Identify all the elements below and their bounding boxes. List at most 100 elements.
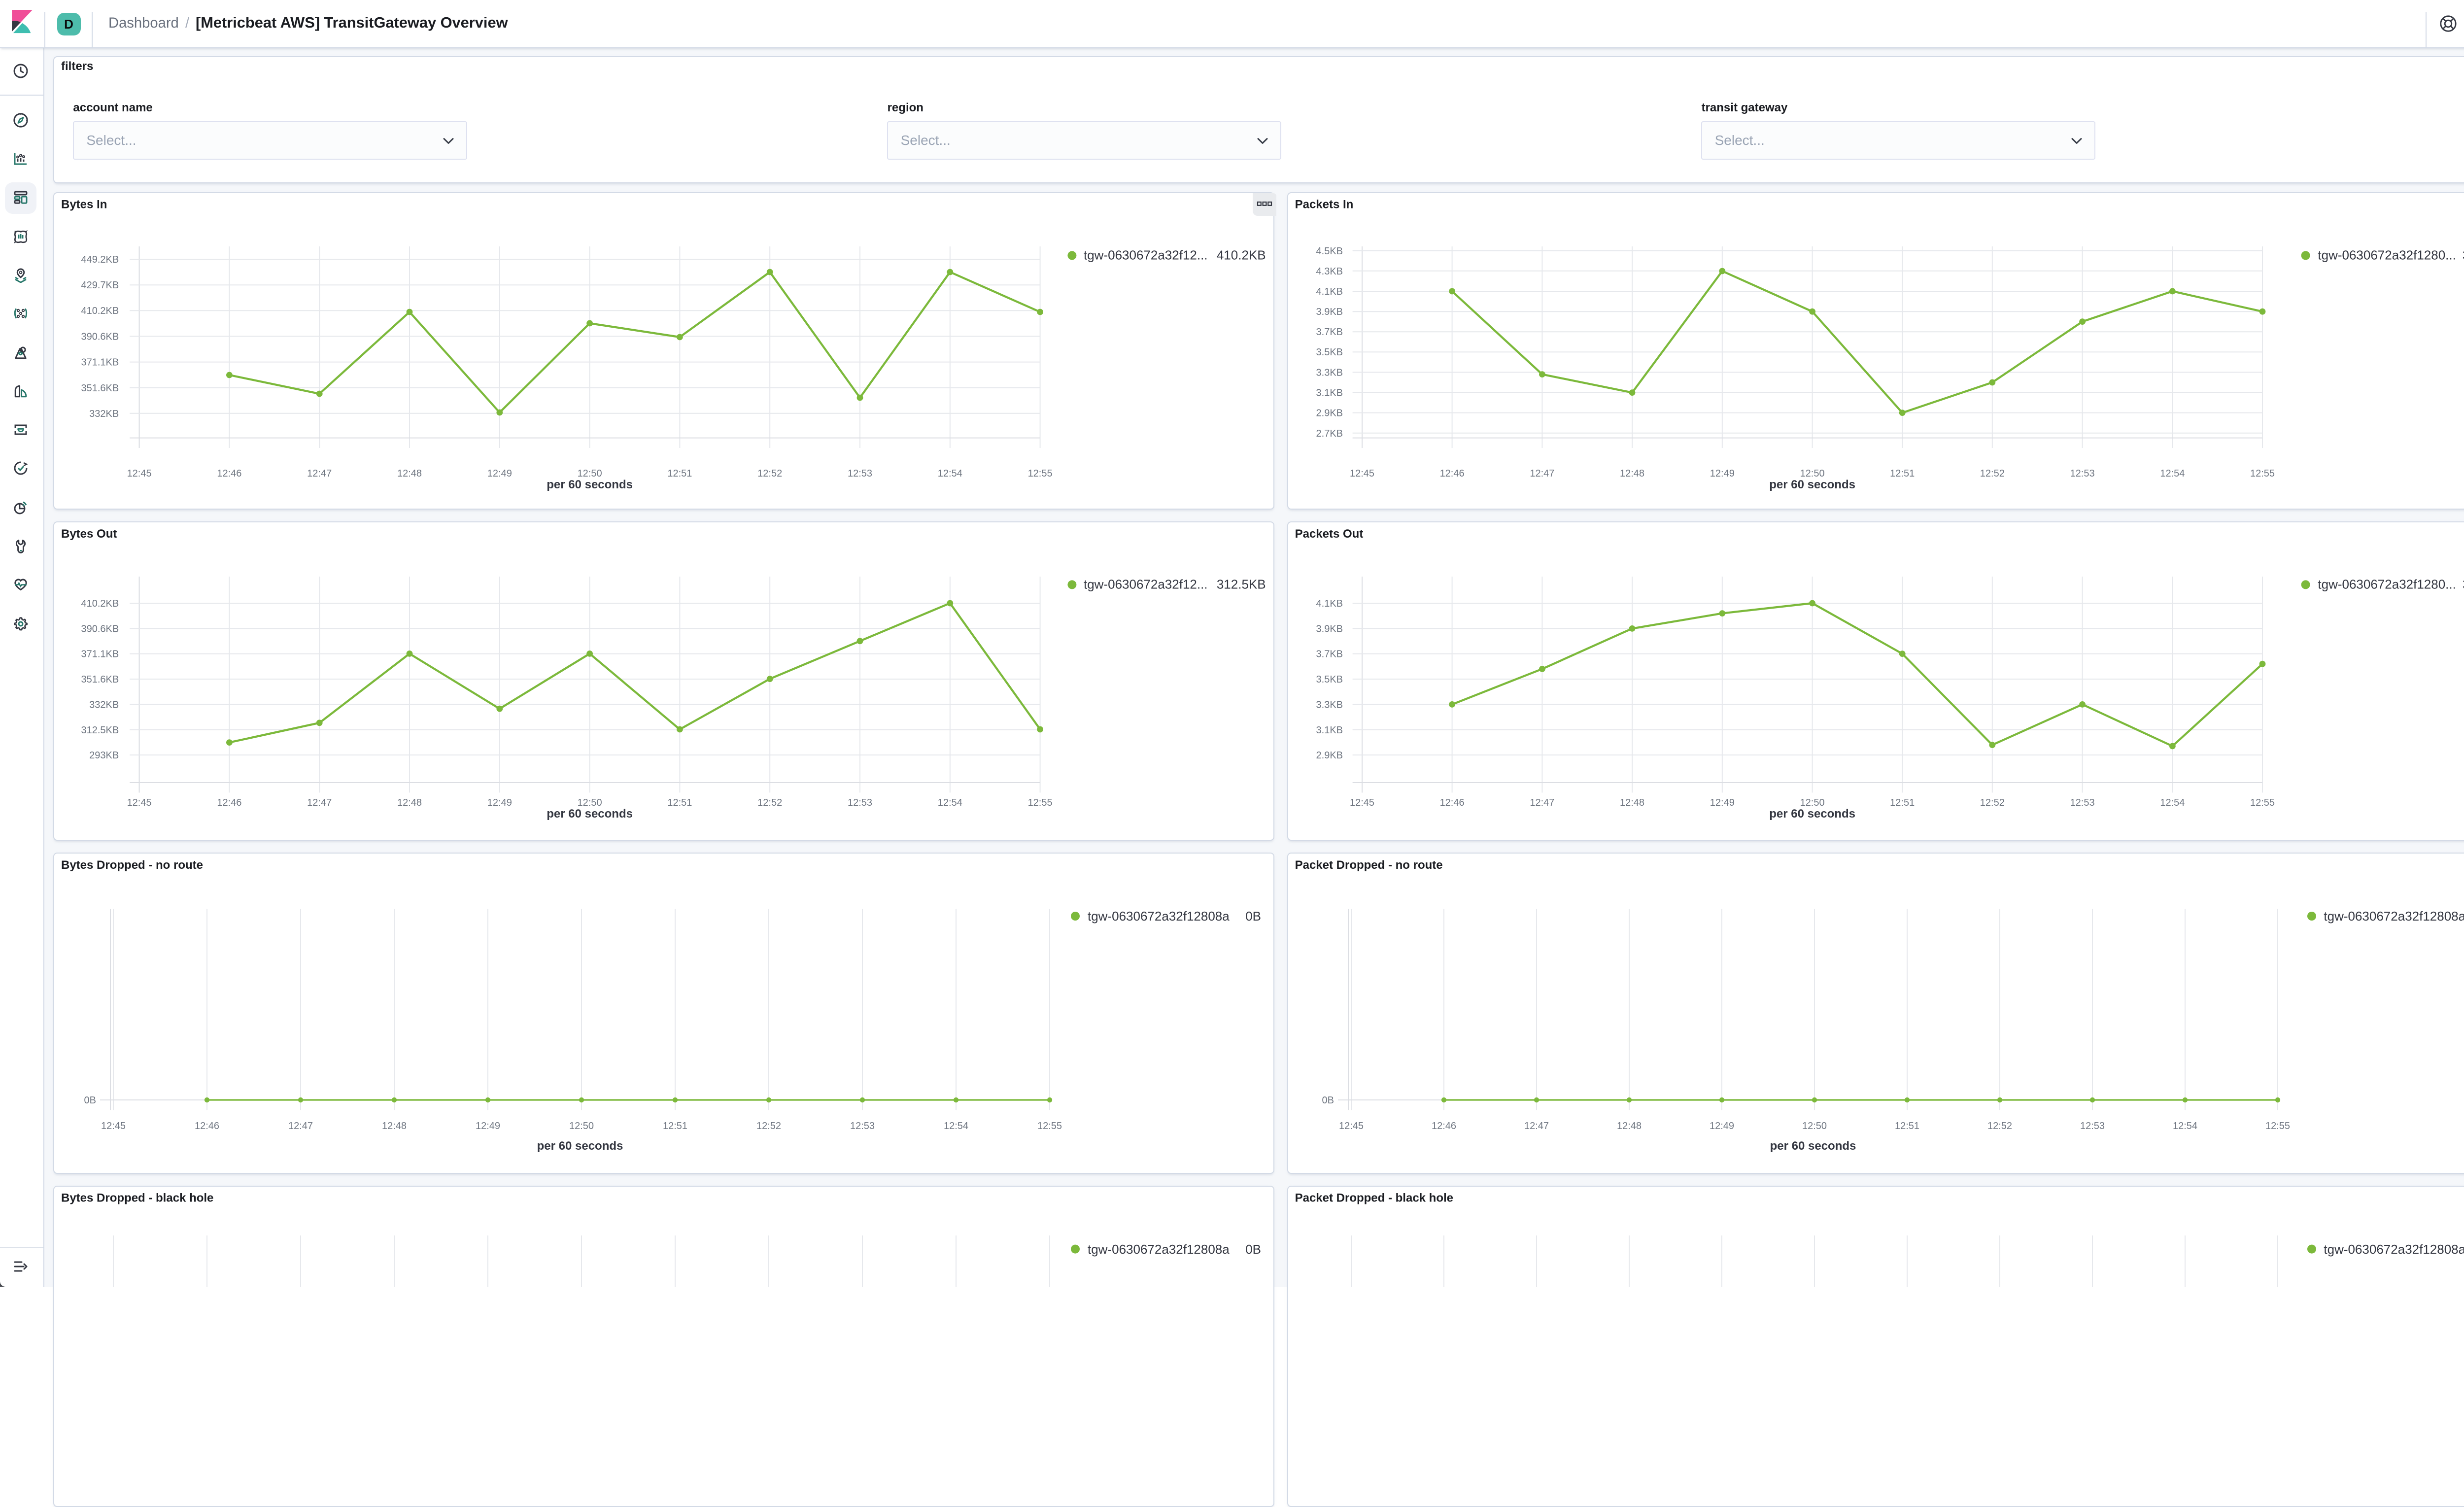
svg-text:2.7KB: 2.7KB: [1316, 428, 1343, 439]
svg-text:12:53: 12:53: [2070, 468, 2095, 479]
svg-text:12:49: 12:49: [487, 468, 512, 479]
svg-text:12:52: 12:52: [757, 468, 782, 479]
svg-text:12:52: 12:52: [1980, 468, 2005, 479]
svg-text:per 60 seconds: per 60 seconds: [547, 478, 633, 491]
svg-text:12:45: 12:45: [1350, 468, 1374, 479]
svg-text:12:52: 12:52: [1980, 797, 2005, 808]
svg-text:12:45: 12:45: [1350, 797, 1374, 808]
svg-text:12:48: 12:48: [1617, 1121, 1642, 1131]
svg-text:12:46: 12:46: [1440, 797, 1465, 808]
svg-text:12:46: 12:46: [1440, 468, 1465, 479]
svg-text:12:47: 12:47: [1524, 1121, 1549, 1131]
svg-text:12:54: 12:54: [938, 468, 962, 479]
svg-text:12:53: 12:53: [2080, 1121, 2105, 1131]
svg-text:12:50: 12:50: [578, 468, 602, 479]
svg-text:12:50: 12:50: [1802, 1121, 1827, 1131]
svg-text:12:53: 12:53: [850, 1121, 875, 1131]
svg-text:0B: 0B: [1322, 1095, 1334, 1106]
svg-text:12:54: 12:54: [938, 797, 962, 808]
svg-text:293KB: 293KB: [89, 750, 119, 761]
svg-text:12:51: 12:51: [1890, 468, 1915, 479]
svg-text:per 60 seconds: per 60 seconds: [537, 1139, 623, 1153]
svg-text:12:47: 12:47: [307, 797, 332, 808]
svg-text:429.7KB: 429.7KB: [81, 280, 119, 291]
svg-text:12:48: 12:48: [397, 468, 422, 479]
svg-text:12:47: 12:47: [1530, 468, 1554, 479]
svg-text:12:54: 12:54: [2160, 797, 2185, 808]
svg-text:12:50: 12:50: [1800, 797, 1825, 808]
svg-text:12:53: 12:53: [848, 468, 872, 479]
svg-text:12:49: 12:49: [487, 797, 512, 808]
svg-text:12:46: 12:46: [1432, 1121, 1456, 1131]
svg-text:312.5KB: 312.5KB: [81, 725, 119, 736]
svg-text:12:45: 12:45: [127, 797, 152, 808]
svg-text:tgw-0630672a32f12...: tgw-0630672a32f12...: [1084, 248, 1208, 263]
svg-text:12:47: 12:47: [307, 468, 332, 479]
svg-text:12:48: 12:48: [397, 797, 422, 808]
svg-text:12:46: 12:46: [217, 797, 241, 808]
svg-text:Packet Dropped - no route: Packet Dropped - no route: [1295, 858, 1443, 872]
svg-text:12:49: 12:49: [1710, 468, 1735, 479]
svg-text:12:51: 12:51: [667, 797, 692, 808]
svg-text:332KB: 332KB: [89, 699, 119, 710]
svg-text:3.6KB: 3.6KB: [2463, 577, 2464, 592]
svg-text:2.9KB: 2.9KB: [1316, 408, 1343, 419]
svg-text:12:47: 12:47: [288, 1121, 313, 1131]
svg-text:tgw-0630672a32f1280...: tgw-0630672a32f1280...: [2318, 248, 2456, 263]
svg-text:12:53: 12:53: [2070, 797, 2095, 808]
svg-text:Packets Out: Packets Out: [1295, 527, 1364, 541]
svg-text:4.1KB: 4.1KB: [1316, 598, 1343, 609]
svg-text:tgw-0630672a32f12808a: tgw-0630672a32f12808a: [2324, 1242, 2464, 1257]
svg-text:12:52: 12:52: [757, 797, 782, 808]
svg-text:3.3KB: 3.3KB: [1316, 699, 1343, 710]
svg-text:3.7KB: 3.7KB: [1316, 649, 1343, 660]
svg-text:4.1KB: 4.1KB: [1316, 286, 1343, 297]
svg-text:12:50: 12:50: [578, 797, 602, 808]
svg-text:12:46: 12:46: [217, 468, 241, 479]
svg-text:Bytes Out: Bytes Out: [61, 527, 117, 541]
svg-text:12:49: 12:49: [1710, 1121, 1734, 1131]
svg-text:0B: 0B: [84, 1095, 96, 1106]
svg-text:12:48: 12:48: [382, 1121, 407, 1131]
svg-text:12:52: 12:52: [1987, 1121, 2012, 1131]
svg-text:371.1KB: 371.1KB: [81, 357, 119, 368]
svg-text:3.1KB: 3.1KB: [1316, 725, 1343, 736]
svg-text:3.9KB: 3.9KB: [2463, 248, 2464, 263]
svg-text:0B: 0B: [1245, 909, 1261, 924]
svg-text:12:51: 12:51: [1890, 797, 1915, 808]
svg-text:tgw-0630672a32f12808a: tgw-0630672a32f12808a: [2324, 909, 2464, 924]
svg-text:12:46: 12:46: [195, 1121, 219, 1131]
svg-text:3.7KB: 3.7KB: [1316, 327, 1343, 338]
svg-text:12:54: 12:54: [2160, 468, 2185, 479]
svg-text:3.5KB: 3.5KB: [1316, 347, 1343, 358]
svg-text:12:48: 12:48: [1620, 468, 1644, 479]
svg-text:12:45: 12:45: [127, 468, 152, 479]
svg-text:tgw-0630672a32f12...: tgw-0630672a32f12...: [1084, 577, 1208, 592]
svg-text:12:54: 12:54: [944, 1121, 968, 1131]
svg-text:12:52: 12:52: [756, 1121, 781, 1131]
svg-text:12:45: 12:45: [1339, 1121, 1364, 1131]
svg-text:Bytes Dropped - no route: Bytes Dropped - no route: [61, 858, 203, 872]
svg-text:12:55: 12:55: [2250, 797, 2275, 808]
svg-text:3.1KB: 3.1KB: [1316, 388, 1343, 399]
svg-text:Bytes In: Bytes In: [61, 198, 107, 211]
svg-text:390.6KB: 390.6KB: [81, 623, 119, 634]
svg-text:12:55: 12:55: [1028, 468, 1053, 479]
svg-text:332KB: 332KB: [89, 409, 119, 419]
svg-text:12:53: 12:53: [848, 797, 872, 808]
svg-text:per 60 seconds: per 60 seconds: [1770, 1139, 1856, 1153]
svg-text:12:55: 12:55: [1037, 1121, 1062, 1131]
svg-text:449.2KB: 449.2KB: [81, 254, 119, 265]
svg-text:12:50: 12:50: [569, 1121, 594, 1131]
svg-text:12:54: 12:54: [2173, 1121, 2197, 1131]
svg-text:per 60 seconds: per 60 seconds: [1769, 807, 1855, 821]
svg-text:3.5KB: 3.5KB: [1316, 674, 1343, 685]
svg-text:12:51: 12:51: [663, 1121, 687, 1131]
svg-text:12:47: 12:47: [1530, 797, 1554, 808]
svg-text:410.2KB: 410.2KB: [81, 598, 119, 609]
svg-text:tgw-0630672a32f12808a: tgw-0630672a32f12808a: [1088, 1242, 1230, 1257]
svg-text:tgw-0630672a32f12808a: tgw-0630672a32f12808a: [1088, 909, 1230, 924]
svg-text:410.2KB: 410.2KB: [1217, 248, 1266, 263]
svg-text:3.3KB: 3.3KB: [1316, 367, 1343, 378]
svg-text:410.2KB: 410.2KB: [81, 306, 119, 316]
